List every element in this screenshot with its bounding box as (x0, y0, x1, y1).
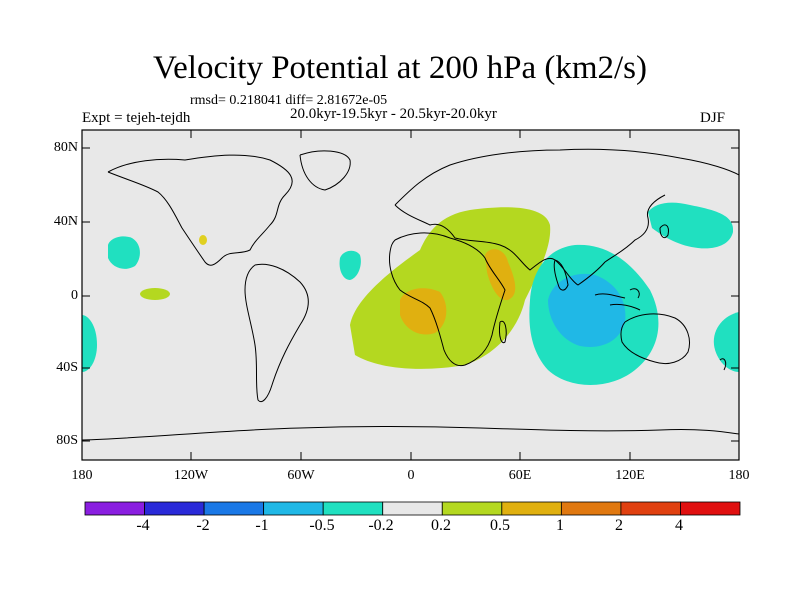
colorbar-label-9: 4 (675, 517, 683, 534)
lon-label-120w: 120W (173, 468, 209, 483)
lon-label-120e: 120E (615, 468, 645, 483)
axis-ticks (81, 130, 740, 460)
coast-indonesia (594, 288, 641, 311)
colorbar-label-8: 2 (615, 517, 623, 534)
coast-africa (389, 232, 506, 367)
lat-label-0: 0 (71, 288, 78, 303)
lat-label-80s: 80S (56, 433, 78, 448)
negative-region-north-pacific (108, 236, 140, 269)
lon-label-60e: 60E (508, 468, 532, 483)
negative-core-indian-ocean (548, 273, 626, 347)
chart-title: Velocity Potential at 200 hPa (km2/s) (152, 50, 648, 86)
positive-core-arabia (485, 249, 516, 301)
colorbar-label-5: 0.2 (431, 517, 451, 534)
season-label: DJF (700, 110, 726, 126)
coast-australia (620, 313, 690, 365)
stats-line: rmsd= 0.218041 diff= 2.81672e-05 (190, 93, 388, 108)
coast-new-zealand (719, 358, 727, 371)
periods-label: 20.0kyr-19.5kyr - 20.5kyr-20.0kyr (290, 106, 497, 122)
colorbar-label-2: -1 (255, 517, 269, 534)
lon-label-0: 0 (407, 468, 415, 483)
colorbar-label-0: -4 (136, 517, 150, 534)
lat-label-40n: 40N (53, 214, 78, 229)
positive-spot-mexico (199, 235, 207, 245)
coast-japan (659, 224, 669, 239)
colorbar-label-1: -2 (196, 517, 210, 534)
negative-region-west-edge (82, 315, 97, 372)
coast-madagascar (499, 320, 507, 344)
negative-region-atlantic (339, 250, 361, 280)
coast-greenland (299, 150, 351, 191)
contour-fields (82, 202, 739, 385)
coast-south-america (244, 263, 309, 403)
lon-label-60w: 60W (287, 468, 315, 483)
colorbar-label-4: -0.2 (368, 517, 394, 534)
coastlines (82, 148, 739, 441)
lon-label-180e: 180 (728, 468, 750, 483)
colorbar-label-3: -0.5 (309, 517, 335, 534)
coast-north-america (107, 154, 293, 266)
colorbar-label-7: 1 (556, 517, 564, 534)
coast-antarctica (82, 426, 739, 441)
positive-core-africa (400, 288, 447, 335)
coast-india (553, 259, 569, 291)
positive-region-africa (350, 207, 551, 369)
lat-label-40s: 40S (56, 360, 78, 375)
experiment-label: Expt = tejeh-tejdh (82, 110, 191, 126)
negative-region-east-edge (713, 312, 739, 372)
negative-region-west-pacific (648, 202, 734, 249)
positive-region-pacific (140, 288, 170, 300)
lon-label-180w: 180 (71, 468, 93, 483)
colorbar-label-6: 0.5 (490, 517, 510, 534)
lat-label-80n: 80N (53, 140, 78, 155)
